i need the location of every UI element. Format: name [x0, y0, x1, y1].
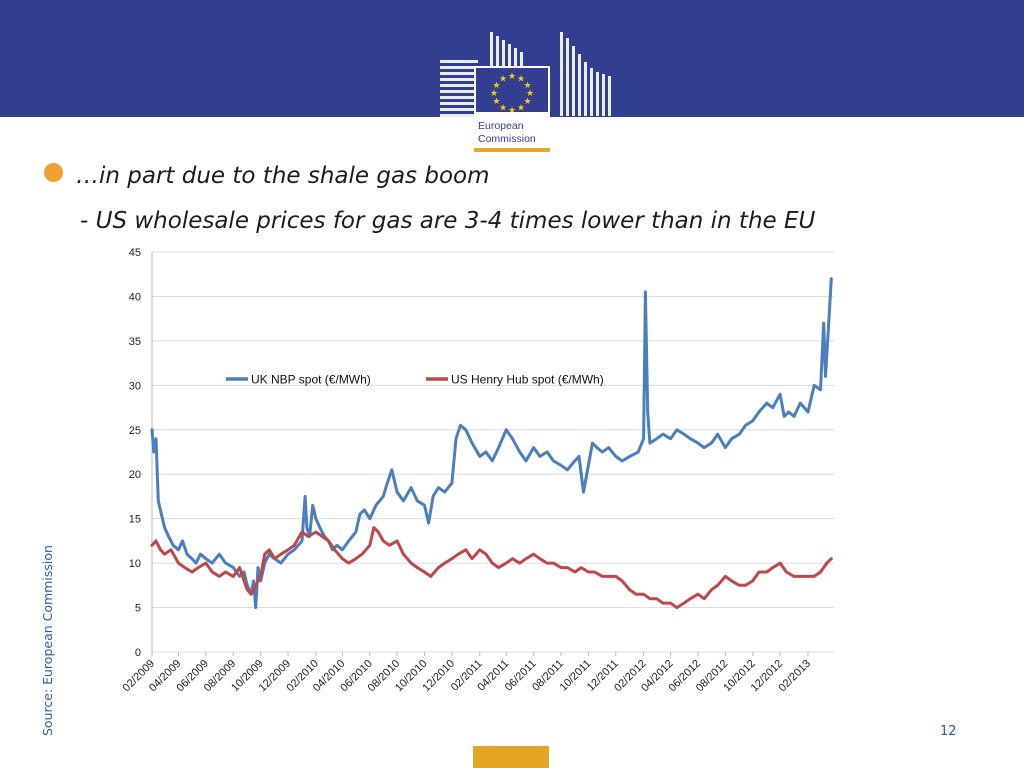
svg-text:★: ★ — [490, 89, 498, 99]
svg-text:★: ★ — [508, 72, 516, 82]
y-tick-label: 20 — [129, 469, 141, 481]
svg-text:★: ★ — [523, 81, 531, 91]
x-axis-ticks: 02/200904/200906/200908/200910/200912/20… — [121, 652, 813, 694]
svg-text:★: ★ — [499, 104, 507, 114]
chart-legend: UK NBP spot (€/MWh) US Henry Hub spot (€/… — [226, 373, 604, 387]
y-axis-ticks: 0 5 10 15 20 25 30 35 40 45 — [129, 247, 141, 659]
european-commission-logo: ★ ★ ★ ★ ★ ★ ★ ★ ★ ★ ★ ★ European Commiss… — [440, 32, 611, 152]
svg-text:★: ★ — [492, 97, 500, 107]
y-tick-label: 25 — [129, 425, 141, 437]
svg-text:★: ★ — [492, 81, 500, 91]
logo-text-line2: Commission — [478, 133, 536, 145]
svg-text:★: ★ — [526, 89, 534, 99]
y-tick-label: 40 — [129, 291, 141, 303]
sub-bullet-text: - US wholesale prices for gas are 3-4 ti… — [80, 208, 816, 234]
bullet-text: …in part due to the shale gas boom — [76, 163, 490, 189]
svg-text:★: ★ — [517, 104, 525, 114]
bullet-dot-icon — [44, 163, 63, 182]
y-tick-label: 0 — [135, 647, 141, 659]
chart-series — [150, 277, 833, 610]
series-uk-nbp-line — [150, 277, 833, 610]
legend-label: UK NBP spot (€/MWh) — [251, 373, 371, 387]
y-tick-label: 15 — [129, 514, 141, 526]
series-us-henry-hub-line — [150, 526, 833, 610]
svg-text:★: ★ — [517, 75, 525, 85]
bullet-row — [44, 163, 63, 182]
logo-text-line1: European — [478, 120, 524, 132]
svg-text:★: ★ — [508, 106, 516, 116]
eu-stars-icon: ★ ★ ★ ★ ★ ★ ★ ★ ★ ★ ★ ★ — [490, 72, 534, 116]
y-tick-label: 10 — [129, 558, 141, 570]
bottom-accent-tab — [473, 746, 549, 768]
svg-text:★: ★ — [523, 97, 531, 107]
svg-text:★: ★ — [499, 75, 507, 85]
y-tick-label: 35 — [129, 336, 141, 348]
page-number: 12 — [940, 724, 957, 739]
legend-label: US Henry Hub spot (€/MWh) — [451, 373, 604, 387]
source-text: Source: European Commission — [40, 545, 55, 736]
y-tick-label: 30 — [129, 380, 141, 392]
building-left-graphic — [440, 32, 523, 117]
y-tick-label: 45 — [129, 247, 141, 259]
building-right-graphic — [560, 32, 611, 116]
y-tick-label: 5 — [135, 603, 141, 615]
